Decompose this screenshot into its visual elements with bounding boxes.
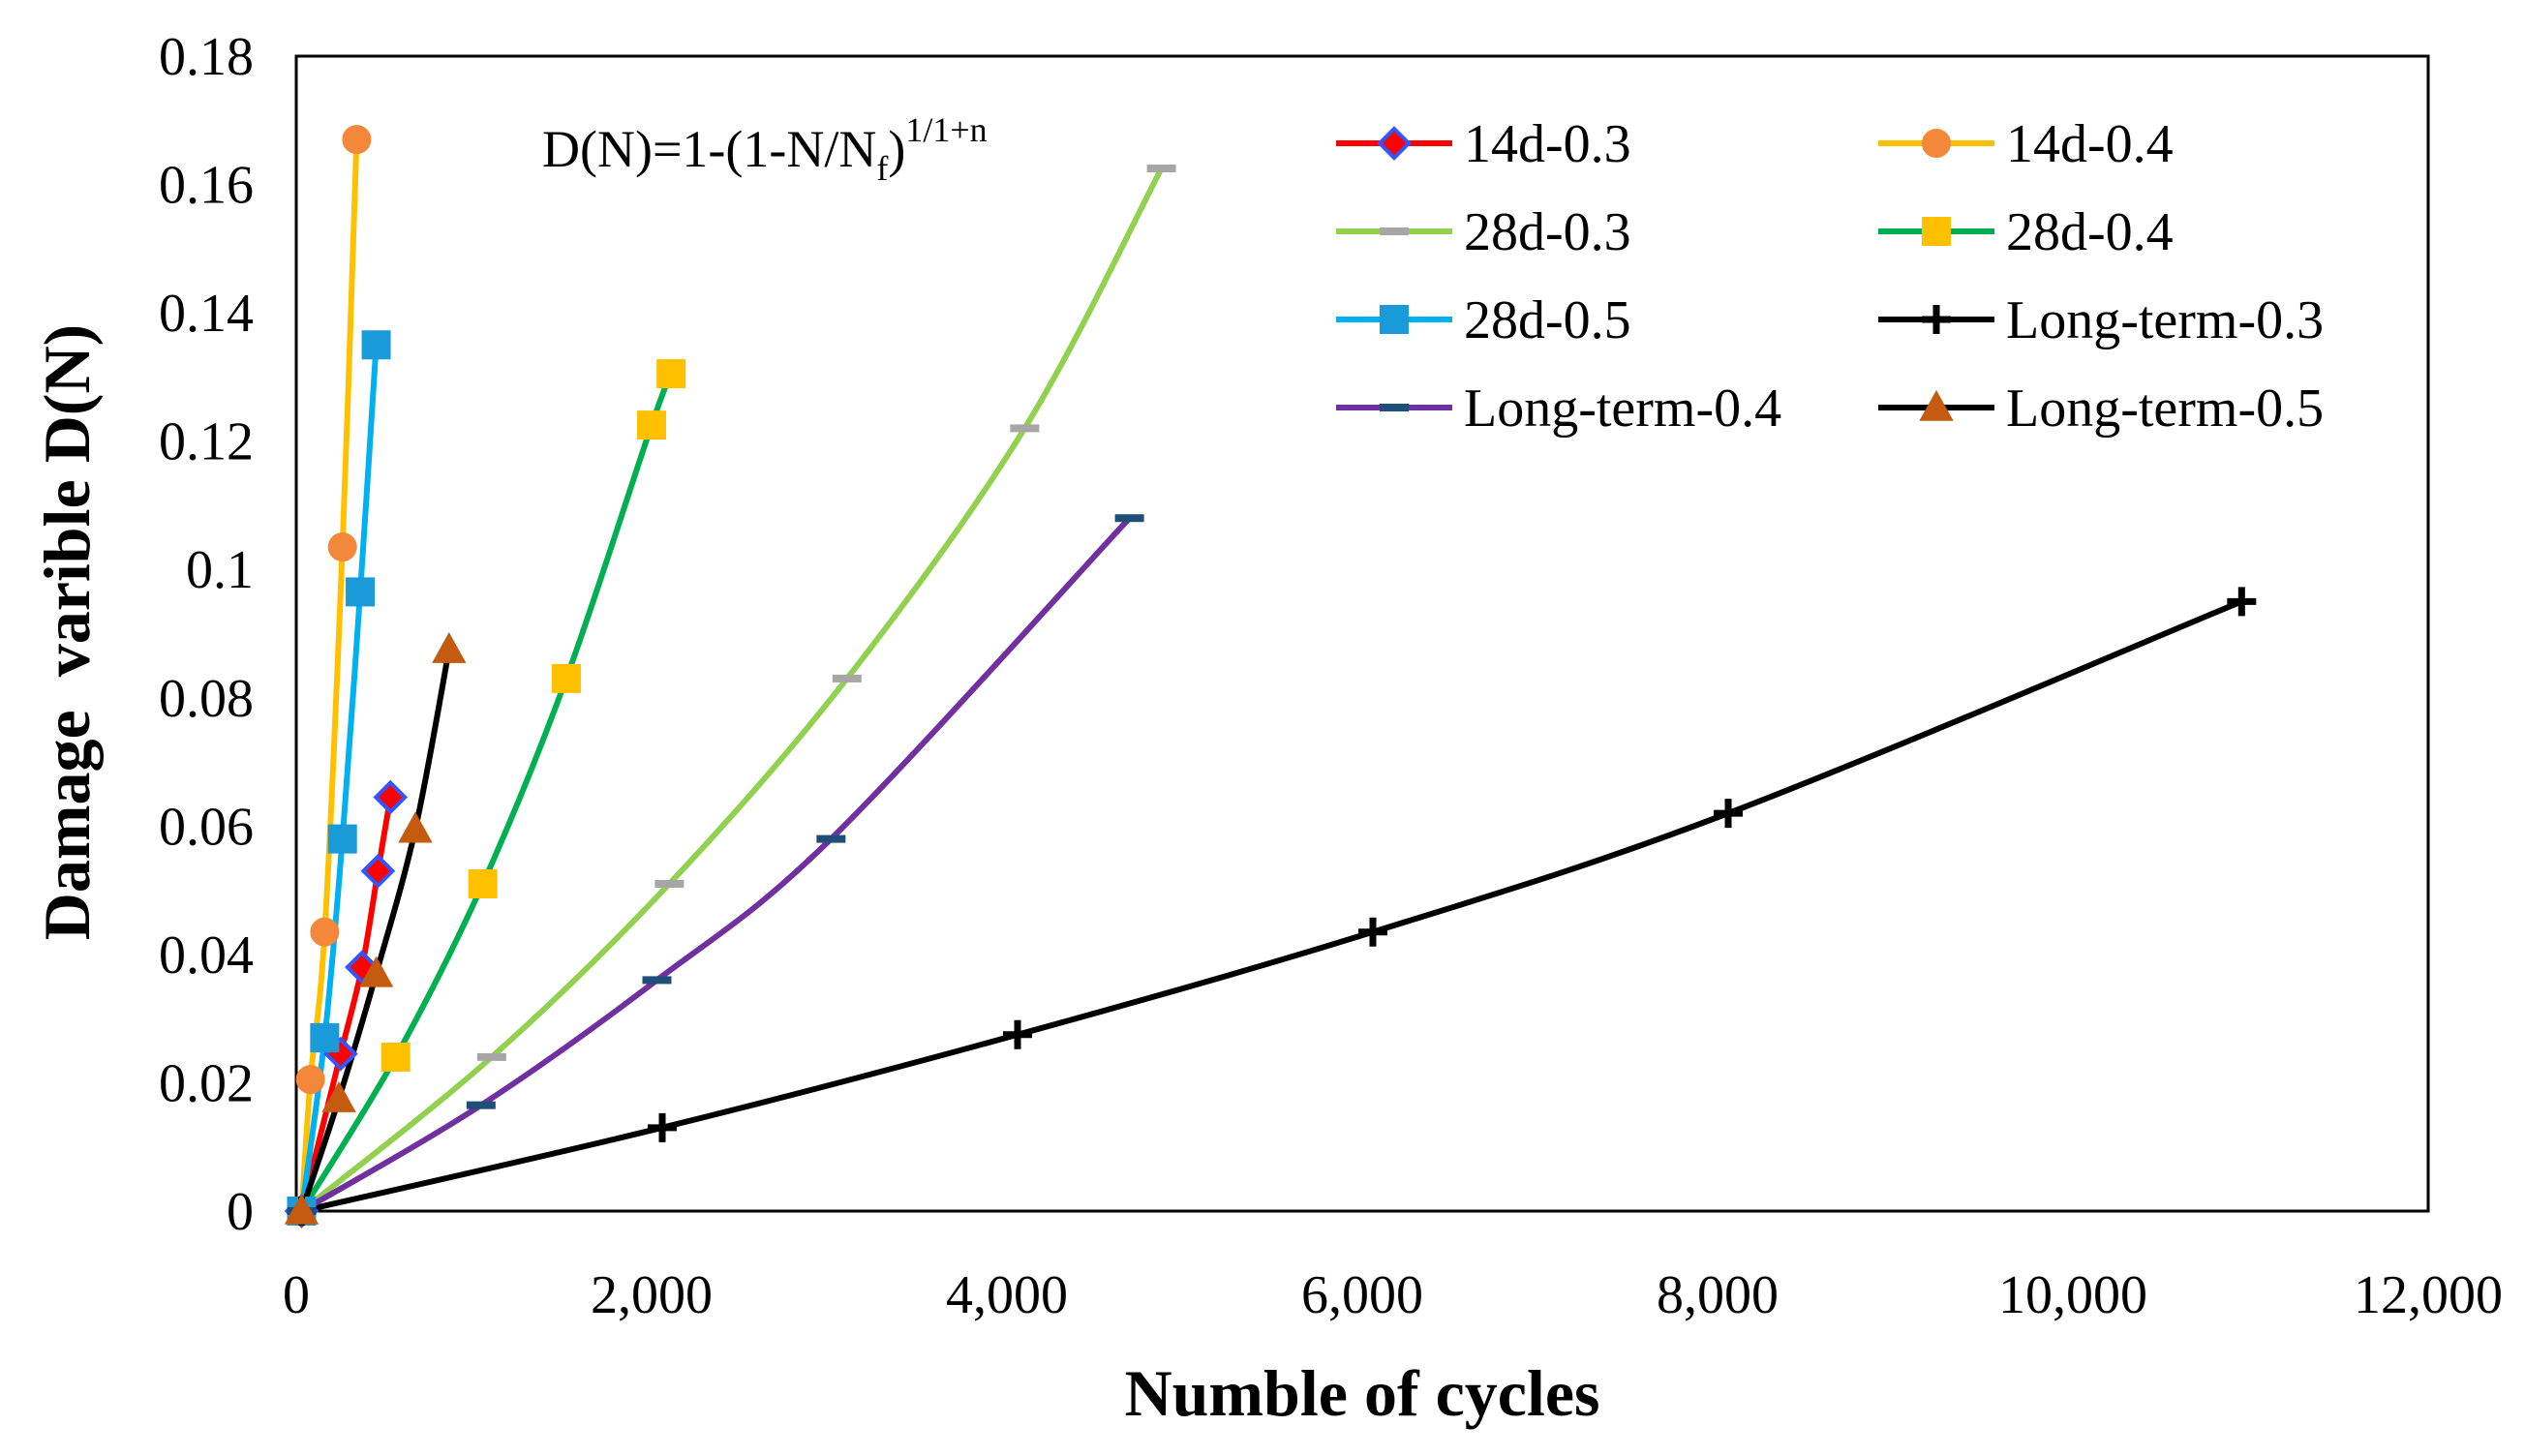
data-point-28d-0.3 [832, 674, 862, 682]
data-point-28d-0.3 [476, 1052, 506, 1061]
legend-marker [1380, 305, 1409, 334]
data-point-14d-0.4 [342, 125, 372, 155]
legend-marker [1922, 305, 1951, 334]
data-point-Long-term-0.5 [432, 632, 467, 663]
data-point-Long-term-0.3 [648, 1112, 678, 1142]
legend-item: Long-term-0.4 [1336, 379, 1781, 439]
y-tick-label: 0.04 [159, 925, 254, 986]
legend-marker [1380, 404, 1409, 411]
legend-label: 28d-0.4 [2006, 202, 2174, 262]
data-point-Long-term-0.4 [642, 976, 672, 985]
x-tick-label: 0 [283, 1265, 310, 1325]
legend-label: 14d-0.3 [1464, 114, 1631, 174]
data-point-14d-0.4 [310, 917, 340, 947]
data-point-28d-0.4 [551, 663, 581, 693]
data-point-Long-term-0.5 [398, 811, 433, 843]
legend-marker [1919, 389, 1954, 421]
y-tick-label: 0.08 [159, 669, 254, 729]
x-tick-label: 12,000 [2354, 1265, 2503, 1325]
data-point-Long-term-0.3 [1714, 799, 1744, 829]
y-tick-label: 0.18 [159, 27, 254, 87]
data-point-14d-0.4 [295, 1065, 325, 1095]
series-line-28d-0.3 [298, 165, 1165, 1214]
legend-marker [1377, 126, 1412, 161]
legend-label: Long-term-0.3 [2006, 290, 2324, 350]
data-point-28d-0.4 [468, 868, 498, 898]
legend-item: 28d-0.5 [1336, 290, 1631, 350]
data-point-Long-term-0.5 [358, 956, 394, 987]
legend-item: Long-term-0.5 [1878, 379, 2324, 439]
legend-item: 14d-0.3 [1336, 114, 1631, 174]
legend-item: Long-term-0.3 [1878, 290, 2324, 350]
x-tick-label: 10,000 [1998, 1265, 2147, 1325]
x-tick-label: 2,000 [591, 1265, 713, 1325]
legend-item: 28d-0.4 [1878, 202, 2174, 262]
series-line-Long-term-0.4 [298, 515, 1133, 1214]
data-point-28d-0.3 [654, 879, 684, 888]
series-markers [284, 125, 2257, 1228]
data-point-28d-0.3 [1010, 424, 1040, 433]
plot-area-frame [294, 54, 2430, 1213]
y-tick-label: 0.06 [159, 797, 254, 857]
data-point-28d-0.5 [346, 577, 376, 607]
data-point-Long-term-0.5 [321, 1080, 356, 1112]
data-point-28d-0.5 [327, 824, 357, 854]
legend-marker [1922, 129, 1951, 158]
legend-marker [1380, 228, 1409, 235]
data-point-14d-0.3 [360, 853, 396, 889]
y-tick-label: 0.16 [159, 156, 254, 216]
data-point-28d-0.4 [637, 410, 666, 440]
legend-label: 28d-0.3 [1464, 202, 1631, 262]
x-tick-label: 4,000 [946, 1265, 1068, 1325]
data-point-14d-0.4 [327, 532, 357, 562]
legend-label: Long-term-0.5 [2006, 379, 2324, 439]
x-axis-title: Numble of cycles [1124, 1356, 1599, 1430]
data-point-28d-0.5 [361, 330, 391, 360]
formula-annotation: D(N)=1-(1-N/Nf)1/1+n [542, 110, 988, 188]
legend-label: 14d-0.4 [2006, 114, 2174, 174]
data-point-Long-term-0.3 [2227, 587, 2257, 617]
y-tick-label: 0.1 [186, 540, 254, 600]
data-point-Long-term-0.5 [284, 1193, 319, 1225]
legend-marker [1922, 217, 1951, 246]
legend-label: Long-term-0.4 [1464, 379, 1781, 439]
x-axis-ticks: 0 2,000 4,000 6,000 8,000 10,000 12,000 [283, 1265, 2503, 1325]
y-tick-label: 0 [227, 1182, 254, 1242]
y-axis-ticks: 0 0.02 0.04 0.06 0.08 0.1 0.12 0.14 0.16 0.18 [159, 27, 254, 1242]
data-point-Long-term-0.4 [1114, 514, 1144, 523]
x-tick-label: 6,000 [1301, 1265, 1423, 1325]
x-tick-label: 8,000 [1657, 1265, 1779, 1325]
data-point-14d-0.3 [373, 779, 409, 815]
data-point-Long-term-0.4 [816, 834, 846, 843]
legend-item: 28d-0.3 [1336, 202, 1631, 262]
legend: 14d-0.3 14d-0.4 28d-0.3 28d-0.4 28d-0.5 Long-… [1336, 114, 2324, 439]
data-point-Long-term-0.3 [1003, 1019, 1033, 1049]
y-tick-label: 0.02 [159, 1053, 254, 1113]
y-axis-title: Damage varible D(N) [30, 324, 104, 940]
data-point-Long-term-0.4 [466, 1101, 496, 1109]
y-tick-label: 0.12 [159, 412, 254, 472]
series-line-28d-0.4 [298, 371, 675, 1214]
data-point-28d-0.4 [380, 1042, 411, 1072]
y-tick-label: 0.14 [159, 284, 254, 344]
legend-label: 28d-0.5 [1464, 290, 1631, 350]
data-point-28d-0.4 [656, 359, 686, 389]
series-line-Long-term-0.3 [298, 598, 2245, 1214]
data-point-Long-term-0.3 [1358, 917, 1388, 947]
data-point-28d-0.3 [1146, 164, 1176, 172]
legend-item: 14d-0.4 [1878, 114, 2174, 174]
data-point-28d-0.5 [310, 1023, 340, 1053]
